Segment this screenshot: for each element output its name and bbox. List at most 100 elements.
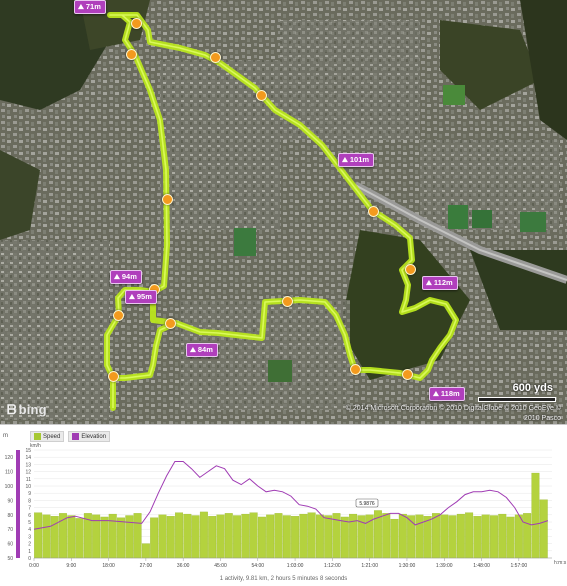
- waypoint-dot-icon[interactable]: [405, 264, 416, 275]
- legend-speed[interactable]: Speed: [30, 431, 65, 442]
- waypoint-dot-icon[interactable]: [113, 310, 124, 321]
- waypoint-dot-icon[interactable]: [131, 18, 142, 29]
- chart-plot[interactable]: m km/h h:m:s 012345678910111213141550607…: [0, 425, 567, 586]
- speed-bar: [117, 517, 125, 559]
- speed-tick-label: 3: [28, 534, 31, 540]
- waypoint-dot-icon[interactable]: [350, 364, 361, 375]
- elevation-tag[interactable]: ⛰ 94m: [110, 270, 142, 284]
- speed-bar: [150, 517, 159, 559]
- speed-tick-label: 5: [28, 520, 31, 526]
- speed-tick-label: 13: [25, 462, 31, 468]
- speed-bar: [241, 513, 250, 559]
- speed-tick-label: 11: [26, 477, 31, 483]
- speed-bars: [34, 472, 548, 559]
- elevation-tick-label: 100: [5, 484, 14, 490]
- map-copyright: © 2014 Microsoft Corporation © 2010 Digi…: [345, 405, 561, 422]
- speed-bar: [216, 514, 225, 559]
- speed-bar: [465, 512, 474, 559]
- speed-bar: [539, 499, 548, 559]
- elevation-tag[interactable]: ⛰ 84m: [186, 343, 218, 357]
- x-tick-label: 36:00: [177, 563, 190, 569]
- speed-tick-label: 6: [28, 513, 31, 519]
- speed-bar: [75, 518, 84, 559]
- elevation-icon: ⛰: [129, 294, 135, 301]
- speed-bar: [166, 516, 175, 559]
- elevation-tag[interactable]: ⛰ 95m: [125, 290, 157, 304]
- speed-bar: [398, 513, 407, 559]
- speed-bar: [299, 513, 308, 559]
- elevation-tag[interactable]: ⛰ 101m: [338, 153, 375, 167]
- speed-bar: [514, 514, 523, 559]
- x-tick-label: 1:30:00: [399, 563, 416, 569]
- speed-bar: [133, 513, 142, 559]
- speed-bar: [307, 512, 316, 559]
- speed-bar: [282, 515, 291, 559]
- x-tick-label: 54:00: [252, 563, 265, 569]
- elevation-line: [33, 461, 549, 530]
- x-tick-label: 1:03:00: [287, 563, 304, 569]
- elevation-icon: ⛰: [426, 280, 432, 287]
- speed-tick-label: 10: [25, 484, 31, 490]
- legend-elevation[interactable]: Elevation: [68, 431, 111, 442]
- speed-bar: [448, 515, 457, 559]
- speed-bar: [191, 515, 200, 559]
- waypoint-dot-icon[interactable]: [282, 296, 293, 307]
- elevation-tag[interactable]: ⛰ 118m: [429, 387, 465, 401]
- marker-label-box[interactable]: [355, 498, 379, 508]
- bing-logo: ᗷ bing: [7, 402, 47, 417]
- waypoint-dot-icon[interactable]: [165, 318, 176, 329]
- waypoint-dot-icon[interactable]: [368, 206, 379, 217]
- elevation-icon: ⛰: [78, 4, 84, 11]
- waypoint-dot-icon[interactable]: [402, 369, 413, 380]
- waypoint-dot-icon[interactable]: [108, 371, 119, 382]
- speed-bar: [249, 512, 258, 559]
- speed-bar: [224, 513, 233, 559]
- waypoint-dot-icon[interactable]: [210, 52, 221, 63]
- bing-b-icon: ᗷ: [7, 402, 17, 417]
- speed-bar: [481, 514, 490, 559]
- speed-bar: [415, 514, 424, 559]
- speed-bar: [141, 543, 150, 559]
- chart-marker: 5.9876: [355, 498, 379, 508]
- speed-bar: [183, 513, 192, 559]
- speed-bar: [208, 516, 217, 559]
- speed-tick-label: 1: [28, 549, 31, 555]
- elevation-icon: ⛰: [190, 347, 196, 354]
- legend-elevation-swatch: [72, 433, 80, 440]
- elevation-icon: ⛰: [114, 274, 120, 281]
- speed-bar: [291, 516, 300, 559]
- speed-bar: [432, 513, 440, 559]
- speed-bar: [175, 512, 184, 559]
- speed-bar: [92, 514, 101, 559]
- speed-bar: [340, 516, 349, 559]
- bottom-axis-unit: h:m:s: [554, 560, 567, 566]
- x-tick-label: 9:00: [66, 563, 76, 569]
- elevation-tick-label: 80: [7, 513, 13, 519]
- speed-bar: [158, 514, 167, 559]
- elevation-icon: ⛰: [342, 157, 348, 164]
- speed-bar: [257, 516, 266, 559]
- x-tick-label: 1:21:00: [361, 563, 378, 569]
- speed-bar: [531, 472, 540, 559]
- speed-bar: [34, 512, 43, 559]
- elevation-series-line: [33, 461, 549, 530]
- map-canvas[interactable]: [0, 0, 567, 424]
- speed-bar: [506, 516, 515, 559]
- speed-bar: [315, 514, 324, 559]
- speed-bar: [423, 516, 432, 559]
- x-tick-label: 27:00: [140, 563, 153, 569]
- speed-bar: [266, 514, 275, 559]
- speed-tick-label: 9: [28, 491, 31, 497]
- elevation-tag[interactable]: ⛰ 71m: [74, 0, 106, 14]
- elevation-tag[interactable]: ⛰ 112m: [422, 276, 458, 290]
- waypoint-dot-icon[interactable]: [256, 90, 267, 101]
- waypoint-dot-icon[interactable]: [126, 49, 137, 60]
- x-tick-label: 1:57:00: [511, 563, 528, 569]
- speed-bar: [274, 513, 283, 559]
- x-tick-label: 1:12:00: [324, 563, 341, 569]
- x-tick-label: 45:00: [214, 563, 227, 569]
- waypoint-dot-icon[interactable]: [162, 194, 173, 205]
